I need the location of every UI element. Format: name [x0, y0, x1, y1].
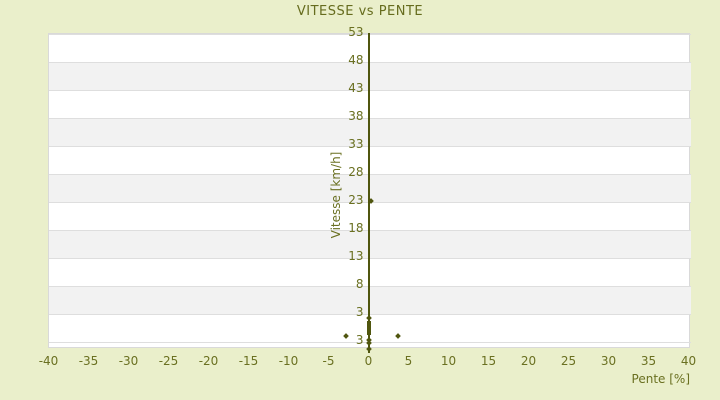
- data-point-cluster: [366, 320, 371, 336]
- y-tick-label: 28: [348, 165, 364, 179]
- x-tick-label: -10: [278, 354, 299, 368]
- y-tick-label: 53: [348, 25, 364, 39]
- x-tick-label: 15: [480, 354, 497, 368]
- grid-line: [49, 286, 691, 287]
- grid-line: [49, 62, 691, 63]
- x-tick-label: -30: [118, 354, 139, 368]
- grid-band: [49, 62, 691, 90]
- x-tick-label: 35: [640, 354, 657, 368]
- grid-band: [49, 286, 691, 314]
- y-tick-label: 18: [348, 221, 364, 235]
- x-axis-title: Pente [%]: [631, 372, 690, 386]
- x-tick-label: 40: [680, 354, 697, 368]
- grid-band: [49, 118, 691, 146]
- y-tick-label: 38: [348, 109, 364, 123]
- y-tick-label: 3: [355, 305, 364, 319]
- x-tick-label: 5: [404, 354, 413, 368]
- y-tick-label: 33: [348, 137, 364, 151]
- grid-line: [49, 146, 691, 147]
- x-tick-label: -5: [322, 354, 335, 368]
- chart-title: VITESSE vs PENTE: [296, 4, 424, 19]
- x-tick-label: 0: [364, 354, 373, 368]
- grid-band: [49, 174, 691, 202]
- grid-line: [49, 258, 691, 259]
- x-tick-label: 30: [600, 354, 617, 368]
- x-tick-label: -20: [198, 354, 219, 368]
- x-tick-label: -25: [158, 354, 179, 368]
- x-tick-label: 25: [560, 354, 577, 368]
- y-tick-label: 48: [348, 53, 364, 67]
- y-tick-label: 13: [348, 249, 364, 263]
- y-tick-label: 3: [355, 333, 364, 347]
- x-tick-label: -40: [38, 354, 59, 368]
- grid-line: [49, 34, 691, 35]
- y-tick-label: 8: [355, 277, 364, 291]
- grid-line: [49, 314, 691, 315]
- grid-line: [49, 230, 691, 231]
- x-tick-label: 10: [440, 354, 457, 368]
- x-tick-label: -15: [238, 354, 259, 368]
- grid-band: [49, 230, 691, 258]
- grid-line: [49, 90, 691, 91]
- grid-line: [49, 118, 691, 119]
- y-tick-label: 43: [348, 81, 364, 95]
- grid-line: [49, 174, 691, 175]
- y-tick-label: 23: [348, 193, 364, 207]
- x-tick-label: 20: [520, 354, 537, 368]
- x-tick-label: -35: [78, 354, 99, 368]
- y-axis-line: [367, 33, 370, 353]
